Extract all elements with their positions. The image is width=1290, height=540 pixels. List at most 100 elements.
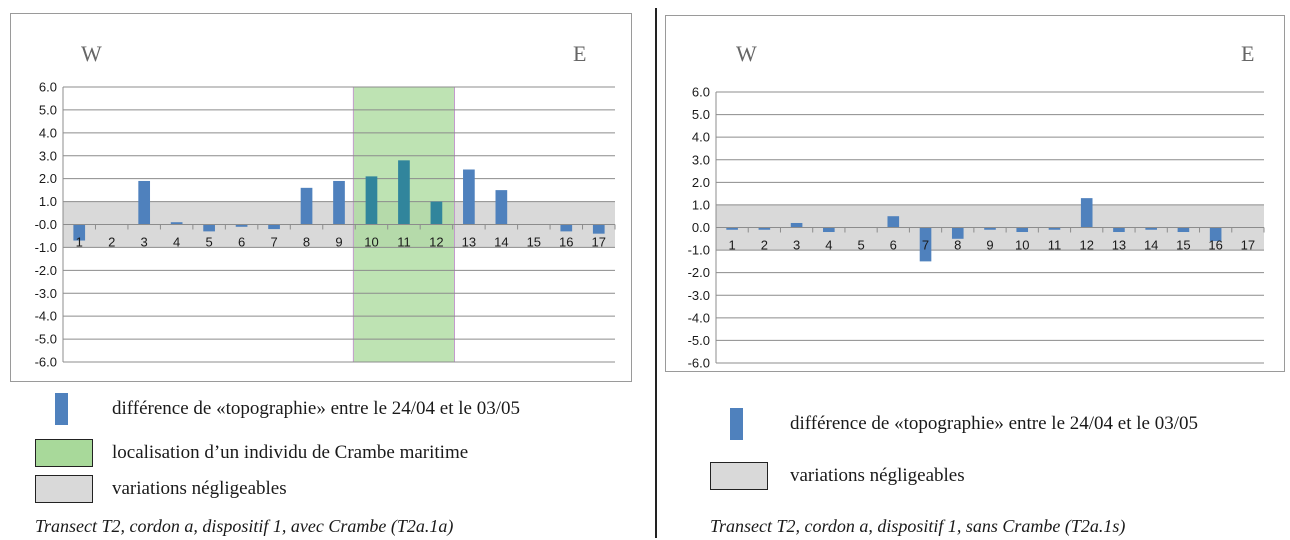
x-tick-label: 17 (1241, 238, 1255, 253)
bar (333, 180, 345, 225)
x-tick-label: 13 (462, 235, 476, 250)
x-tick-label: 1 (76, 235, 83, 250)
y-tick-label: -2.0 (35, 263, 57, 278)
x-tick-label: 8 (303, 235, 310, 250)
bar-chart-left: 6.0 5.0 4.0 3.0 2.0 1.0 -0.0 -1.0 -2.0 -3.0 -4.0 -5… (35, 41, 616, 370)
x-tick-label: 14 (1144, 238, 1158, 253)
legend-bar-swatch (55, 393, 68, 425)
x-tick-label: 7 (922, 238, 929, 253)
x-tick-label: 17 (592, 235, 606, 250)
bar (919, 227, 932, 262)
y-tick-label: -5.0 (688, 333, 710, 348)
panel-divider (655, 8, 657, 538)
bar (1177, 227, 1190, 233)
x-tick-label: 4 (825, 238, 832, 253)
x-tick-label: 5 (206, 235, 213, 250)
legend-label-difference: différence de «topographie» entre le 24/… (790, 413, 1198, 434)
bar (1209, 227, 1222, 242)
bar (138, 180, 151, 225)
x-tick-label: 4 (173, 235, 180, 250)
x-tick-label: 16 (559, 235, 573, 250)
bar (1145, 227, 1157, 230)
x-tick-label: 13 (1112, 238, 1126, 253)
bar (823, 227, 835, 233)
x-tick-label: 10 (364, 235, 378, 250)
x-tick-label: 2 (761, 238, 768, 253)
x-tick-label: 1 (729, 238, 736, 253)
bar (984, 227, 996, 230)
x-tick-label: 6 (238, 235, 245, 250)
chart-panel-left: 6.0 5.0 4.0 3.0 2.0 1.0 -0.0 -1.0 -2.0 -3.0 -4.0 -5… (10, 13, 632, 382)
y-tick-label: -1.0 (35, 240, 57, 255)
y-tick-label: -3.0 (35, 286, 57, 301)
x-tick-label: 3 (141, 235, 148, 250)
y-tick-label: -3.0 (688, 288, 710, 303)
y-tick-label: 3.0 (692, 152, 710, 167)
caption-left: Transect T2, cordon a, dispositif 1, ave… (35, 516, 454, 536)
bar (203, 224, 215, 232)
bar (235, 224, 248, 227)
direction-label-east: E (1241, 41, 1254, 66)
bar (790, 222, 803, 228)
caption-right: Transect T2, cordon a, dispositif 1, san… (710, 516, 1126, 536)
y-tick-label: 0.0 (692, 220, 710, 235)
legend-crambe-swatch (35, 439, 93, 467)
y-tick-label: -2.0 (688, 265, 710, 280)
y-tick-label: 5.0 (39, 102, 57, 117)
x-tick-label: 9 (986, 238, 993, 253)
x-tick-label: 14 (494, 235, 508, 250)
legend-band-swatch (35, 475, 93, 503)
legend-label-negligible: variations négligeables (112, 478, 287, 499)
x-tick-label: 2 (108, 235, 115, 250)
x-tick-label: 7 (270, 235, 277, 250)
bar (887, 216, 900, 228)
bar (726, 227, 738, 230)
legend-label-negligible: variations négligeables (790, 465, 965, 486)
x-tick-label: 11 (1048, 238, 1062, 253)
x-tick-label: 12 (1079, 238, 1093, 253)
bar (1113, 227, 1125, 233)
y-tick-label: 2.0 (39, 171, 57, 186)
x-tick-label: 15 (527, 235, 541, 250)
y-tick-label: 1.0 (692, 197, 710, 212)
bar (1048, 227, 1061, 230)
x-tick-label: 11 (397, 235, 411, 250)
y-tick-label: 5.0 (692, 107, 710, 122)
bar (592, 224, 605, 234)
bar (1016, 227, 1029, 233)
y-tick-label: 2.0 (692, 175, 710, 190)
y-tick-label: 4.0 (39, 125, 57, 140)
direction-label-west: W (81, 41, 102, 66)
y-tick-label: -5.0 (35, 332, 57, 347)
bar (170, 222, 183, 225)
y-tick-label: -6.0 (688, 356, 710, 371)
x-tick-label: 6 (890, 238, 897, 253)
legend-label-crambe: localisation d’un individu de Crambe mar… (112, 442, 469, 463)
x-tick-label: 16 (1208, 238, 1222, 253)
bar (1080, 198, 1093, 228)
y-tick-label: 3.0 (39, 148, 57, 163)
x-tick-label: 15 (1176, 238, 1190, 253)
legend-label-difference: différence de «topographie» entre le 24/… (112, 398, 520, 419)
bar (398, 160, 410, 225)
bar (73, 224, 86, 241)
x-tick-label: 12 (429, 235, 443, 250)
y-tick-label: -4.0 (35, 309, 57, 324)
bar (430, 201, 443, 225)
x-tick-label: 5 (857, 238, 864, 253)
x-tick-label: 3 (793, 238, 800, 253)
x-tick-label: 9 (335, 235, 342, 250)
y-tick-label: -1.0 (688, 243, 710, 258)
y-tick-label: 4.0 (692, 130, 710, 145)
y-tick-label: -6.0 (35, 355, 57, 370)
y-tick-label: 6.0 (39, 80, 57, 95)
direction-label-west: W (736, 41, 757, 66)
x-tick-label: 10 (1015, 238, 1029, 253)
bar (300, 187, 313, 225)
bar (268, 224, 280, 230)
y-tick-label: -0.0 (35, 217, 57, 232)
direction-label-east: E (573, 41, 586, 66)
bar (463, 169, 475, 225)
bar (560, 224, 573, 232)
bar (951, 227, 964, 239)
